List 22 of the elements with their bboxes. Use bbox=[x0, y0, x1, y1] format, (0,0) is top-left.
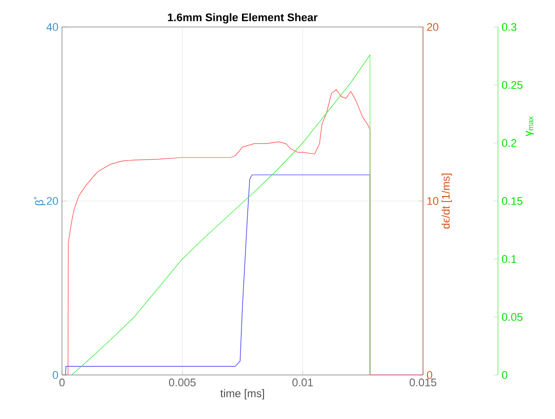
y2-axis-title: dϵ/dt [1/ms] bbox=[442, 174, 452, 229]
chart-title: 1.6mm Single Element Shear bbox=[168, 13, 318, 24]
x-tick-label: 0 bbox=[59, 378, 65, 386]
x-axis-title: time [ms] bbox=[220, 389, 264, 400]
y3-axis-title: γ$_{max}$ bbox=[526, 116, 534, 136]
x-tick-label: 0.015 bbox=[410, 378, 436, 386]
y3-tick-label: 0.1 bbox=[502, 255, 516, 263]
x-tick-label: 0.005 bbox=[168, 378, 196, 386]
y2-tick-label: 0 bbox=[426, 371, 432, 379]
y3-tick-label: 0.2 bbox=[502, 139, 516, 147]
y2-tick-label: 20 bbox=[427, 23, 438, 31]
y-axis-title: β$^{*}$ bbox=[34, 196, 46, 206]
y3-tick-label: 0 bbox=[502, 371, 508, 379]
y3-tick-label: 0.15 bbox=[502, 197, 522, 205]
x-tick-label: 0.01 bbox=[292, 378, 313, 386]
y2-tick-label: 10 bbox=[427, 197, 438, 205]
y3-tick-label: 0.3 bbox=[502, 23, 516, 31]
y-tick-label: 40 bbox=[46, 23, 58, 31]
y3-tick-label: 0.05 bbox=[502, 313, 522, 321]
y3-tick-label: 0.25 bbox=[502, 81, 522, 89]
y-tick-label: 20 bbox=[46, 197, 58, 205]
y-tick-label: 0 bbox=[52, 371, 58, 379]
